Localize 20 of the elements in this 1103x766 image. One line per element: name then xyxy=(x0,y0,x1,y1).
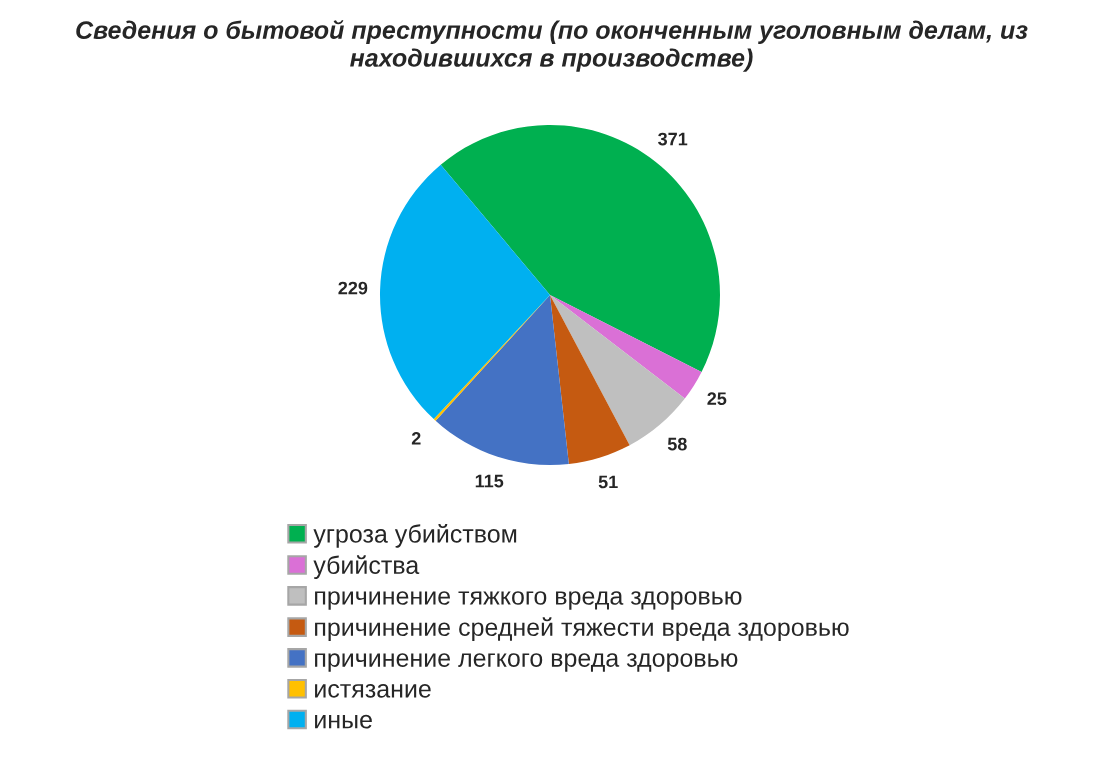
pie-slice xyxy=(380,164,550,420)
data-label: 58 xyxy=(667,437,687,451)
data-label: 115 xyxy=(475,474,504,488)
legend-label: причинение тяжкого вреда здоровью xyxy=(315,591,742,610)
chart-title: Сведения о бытовой преступности (по оконченным уголовным делам, из находившихся в производстве) xyxy=(76,20,1028,72)
legend-label: иные xyxy=(315,714,372,729)
pie-slice xyxy=(550,295,702,399)
legend-label: убийства xyxy=(313,555,420,579)
pie-slice xyxy=(440,125,720,373)
data-label: 229 xyxy=(338,281,368,295)
pie-slice xyxy=(550,295,630,464)
pie-slice xyxy=(435,295,569,465)
data-label: 25 xyxy=(707,392,727,406)
data-label: 371 xyxy=(658,132,688,146)
data-label: 51 xyxy=(598,475,618,489)
data-label: 2 xyxy=(411,431,421,445)
legend-label: причинение легкого вреда здоровью xyxy=(315,653,738,672)
legend-label: причинение средней тяжести вреда здоровью xyxy=(315,617,849,642)
legend-label: угроза убийством xyxy=(313,524,517,548)
legend-label: истязание xyxy=(315,684,431,698)
